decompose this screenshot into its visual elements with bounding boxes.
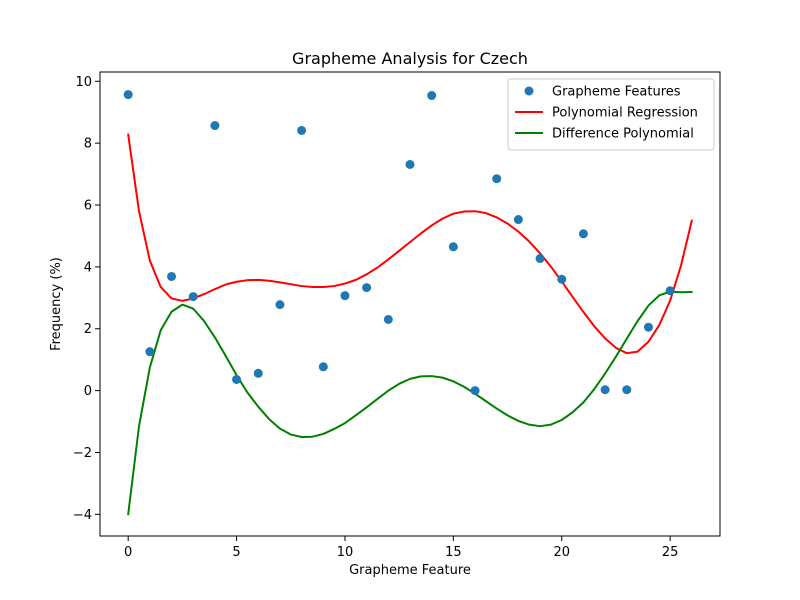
y-tick-label: −4 xyxy=(73,508,92,523)
y-tick-label: 6 xyxy=(84,199,92,214)
scatter-point xyxy=(643,322,653,332)
scatter-point xyxy=(470,386,480,396)
y-tick-label: 10 xyxy=(75,75,92,90)
scatter-point xyxy=(448,242,458,252)
scatter-point xyxy=(253,368,263,378)
scatter-point xyxy=(362,283,372,293)
x-axis-label: Grapheme Feature xyxy=(349,563,471,578)
scatter-point xyxy=(383,314,393,324)
x-tick-label: 10 xyxy=(337,545,354,560)
scatter-point xyxy=(145,347,155,357)
x-tick-label: 15 xyxy=(445,545,462,560)
legend: Grapheme Features Polynomial Regression Di… xyxy=(507,78,715,151)
scatter-point xyxy=(405,159,415,169)
scatter-point xyxy=(123,90,133,100)
scatter-point xyxy=(557,274,567,284)
x-tick-label: 5 xyxy=(232,545,240,560)
scatter-point xyxy=(665,286,675,296)
y-tick-label: 4 xyxy=(84,260,92,275)
y-tick-label: −2 xyxy=(73,446,92,461)
scatter-point xyxy=(578,229,588,239)
y-tick-label: 2 xyxy=(84,322,92,337)
scatter-point xyxy=(275,300,285,310)
scatter-point xyxy=(427,91,437,101)
scatter-point xyxy=(535,254,545,264)
scatter-point xyxy=(297,125,307,135)
axes-layer: 0 5 10 15 20 25 −4 −2 0 2 4 6 8 10 xyxy=(73,75,679,560)
series-line-1 xyxy=(127,133,693,355)
chart-title: Grapheme Analysis for Czech xyxy=(292,49,528,68)
scatter-point xyxy=(232,374,242,384)
y-tick-label: 0 xyxy=(84,384,92,399)
scatter-point xyxy=(340,291,350,301)
scatter-point xyxy=(318,362,328,372)
y-axis-label: Frequency (%) xyxy=(49,257,64,351)
scatter-point xyxy=(188,292,198,302)
legend-box xyxy=(507,78,715,151)
plot-frame xyxy=(99,71,721,537)
legend-label-2: Difference Polynomial xyxy=(552,127,694,142)
y-tick-label: 8 xyxy=(84,137,92,152)
scatter-point xyxy=(167,271,177,281)
scatter-point xyxy=(492,174,502,184)
legend-marker-0 xyxy=(524,86,534,96)
scatter-point xyxy=(513,215,523,225)
scatter-point xyxy=(622,385,632,395)
legend-label-0: Grapheme Features xyxy=(552,85,681,100)
x-tick-label: 25 xyxy=(662,545,679,560)
scatter-point xyxy=(600,385,610,395)
x-tick-label: 0 xyxy=(124,545,132,560)
legend-label-1: Polynomial Regression xyxy=(552,106,698,121)
series-layer xyxy=(123,90,693,516)
scatter-point xyxy=(210,121,220,131)
series-line-2 xyxy=(127,290,693,516)
x-tick-label: 20 xyxy=(553,545,570,560)
